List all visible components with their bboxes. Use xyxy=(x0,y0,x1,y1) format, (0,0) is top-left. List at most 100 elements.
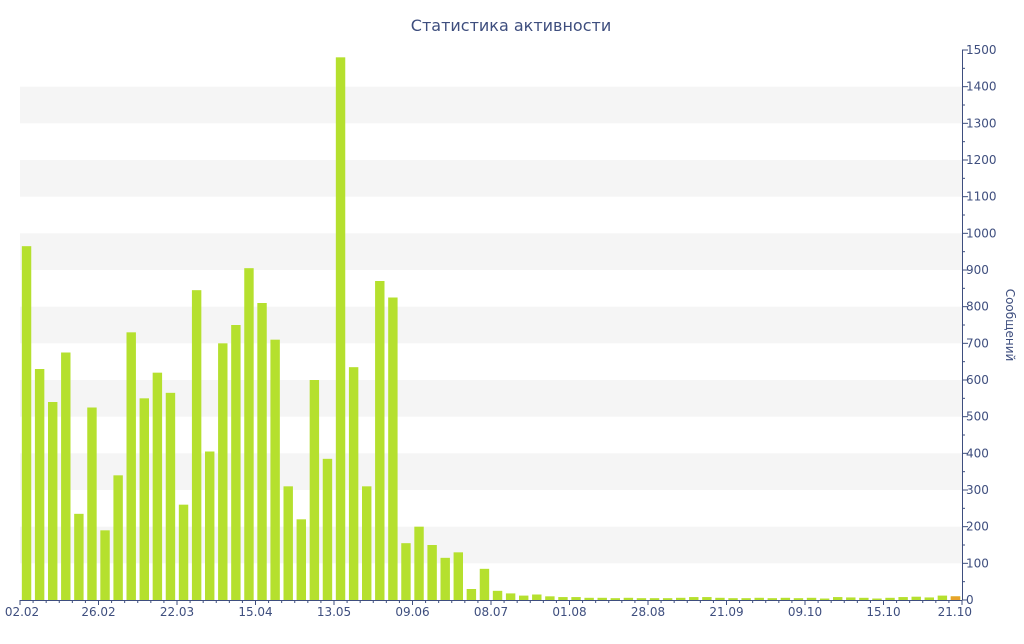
bar-highlight xyxy=(950,596,961,600)
bar xyxy=(165,392,176,600)
bar xyxy=(296,519,306,600)
grid-band xyxy=(20,160,962,197)
y-tick-label: 700 xyxy=(966,336,989,350)
y-tick-label: 100 xyxy=(966,556,989,570)
grid-band xyxy=(20,306,962,344)
bar xyxy=(911,596,921,600)
bar xyxy=(113,475,123,600)
bar xyxy=(401,543,411,600)
bar xyxy=(571,597,581,600)
x-tick-label: 15.04 xyxy=(238,605,272,619)
y-tick-label: 400 xyxy=(966,446,989,460)
bar xyxy=(610,598,620,600)
bar xyxy=(715,597,725,600)
bar xyxy=(427,545,437,600)
y-tick-label: 500 xyxy=(966,410,989,424)
bar xyxy=(74,513,84,600)
x-tick-label: 09.06 xyxy=(395,605,429,619)
bar xyxy=(309,380,320,600)
x-tick-label: 13.05 xyxy=(317,605,351,619)
bar xyxy=(505,593,516,600)
bar xyxy=(453,552,463,600)
bar xyxy=(440,557,450,600)
grid-band xyxy=(20,86,962,124)
y-tick-label: 1000 xyxy=(966,226,997,240)
bar xyxy=(48,402,58,600)
x-tick-label: 28.08 xyxy=(631,605,665,619)
bar xyxy=(676,597,686,600)
bar xyxy=(466,589,477,600)
bar xyxy=(126,332,136,600)
bar xyxy=(597,597,607,600)
axes: 0 100 200 300 400 500 600 700 800 900 1000 1100 1200… xyxy=(5,43,997,619)
bar xyxy=(937,595,948,600)
bar xyxy=(205,451,215,600)
bar xyxy=(728,598,738,600)
bar xyxy=(833,597,843,600)
bar xyxy=(231,325,241,600)
bar xyxy=(623,597,634,600)
bar xyxy=(806,597,817,600)
bar xyxy=(178,504,189,600)
x-tick-label: 15.10 xyxy=(866,605,900,619)
bar xyxy=(767,598,777,600)
bar xyxy=(584,597,594,600)
grid-bands xyxy=(20,86,962,564)
grid-band xyxy=(20,380,962,417)
y-tick-label: 300 xyxy=(966,483,989,497)
bar xyxy=(702,597,712,600)
x-tick-label: 22.03 xyxy=(160,605,194,619)
bars xyxy=(21,57,961,601)
bar xyxy=(414,526,424,600)
bar xyxy=(662,598,673,600)
y-tick-label: 1200 xyxy=(966,153,997,167)
y-tick-label: 200 xyxy=(966,520,989,534)
bar xyxy=(244,268,254,600)
bar xyxy=(87,407,97,600)
bar xyxy=(859,597,869,600)
bar xyxy=(519,595,529,600)
y-tick-label: 600 xyxy=(966,373,989,387)
x-tick-label: 01.08 xyxy=(552,605,586,619)
x-tick-label: 09.10 xyxy=(788,605,822,619)
x-tick-label: 08.07 xyxy=(474,605,508,619)
x-tick-label: 26.02 xyxy=(81,605,115,619)
bar xyxy=(545,596,555,600)
bar xyxy=(283,486,293,600)
bar xyxy=(885,597,895,600)
grid-band xyxy=(20,453,962,490)
chart-title: Статистика активности xyxy=(411,16,611,35)
y-tick-label: 1300 xyxy=(966,116,997,130)
bar xyxy=(388,297,398,600)
bar xyxy=(846,597,856,600)
bar xyxy=(218,343,228,600)
y-axis-label: Сообщений xyxy=(1003,289,1017,362)
bar xyxy=(741,598,751,600)
bar xyxy=(872,598,882,600)
bar xyxy=(492,590,503,600)
x-tick-label: 21.09 xyxy=(709,605,743,619)
bar xyxy=(754,597,764,600)
x-tick-label: 21.10 xyxy=(938,605,972,619)
bar xyxy=(636,598,647,600)
bar xyxy=(348,367,359,600)
y-tick-label: 900 xyxy=(966,263,989,277)
grid-band xyxy=(20,526,962,564)
bar xyxy=(532,594,542,600)
y-tick-label: 0 xyxy=(966,593,974,607)
bar xyxy=(362,486,372,600)
bar xyxy=(689,597,699,600)
bar xyxy=(780,597,791,600)
y-tick-label: 800 xyxy=(966,300,989,314)
bar xyxy=(139,398,149,600)
bar xyxy=(898,597,908,600)
bar xyxy=(61,352,71,600)
bar xyxy=(34,369,45,600)
y-tick-label: 1500 xyxy=(966,43,997,57)
bar xyxy=(270,339,280,600)
bar xyxy=(479,568,490,600)
bar xyxy=(649,598,660,600)
bar xyxy=(100,530,110,600)
